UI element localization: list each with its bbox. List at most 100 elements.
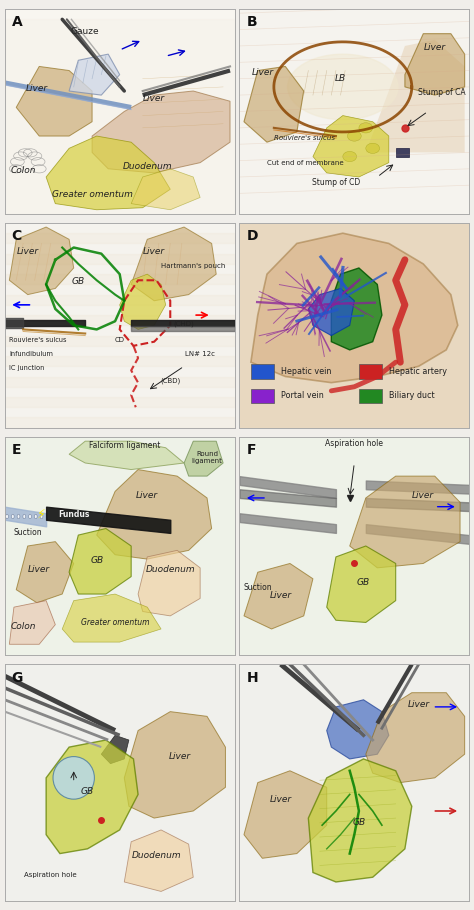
Polygon shape — [124, 830, 193, 892]
Polygon shape — [313, 116, 389, 177]
Text: GB: GB — [357, 579, 370, 587]
Text: Liver: Liver — [28, 565, 50, 574]
Circle shape — [53, 756, 94, 799]
Text: GB: GB — [90, 557, 103, 565]
Text: GB: GB — [352, 818, 365, 827]
Text: Liver: Liver — [270, 794, 292, 804]
Polygon shape — [288, 55, 398, 119]
Text: Liver: Liver — [26, 84, 48, 93]
Text: C: C — [12, 229, 22, 243]
Text: Greater omentum: Greater omentum — [52, 190, 133, 199]
Polygon shape — [244, 66, 304, 142]
Polygon shape — [9, 228, 73, 295]
Text: Falciform ligament: Falciform ligament — [89, 440, 160, 450]
Text: H: H — [246, 672, 258, 685]
Text: F: F — [246, 443, 256, 458]
Text: Liver: Liver — [424, 43, 446, 52]
Text: Liver: Liver — [143, 95, 165, 103]
Text: CD: CD — [115, 337, 125, 343]
Text: GB: GB — [81, 787, 94, 796]
Text: Duodenum: Duodenum — [122, 162, 172, 171]
Text: Colon: Colon — [10, 166, 36, 175]
Text: Cut end of membrane: Cut end of membrane — [267, 160, 344, 166]
Text: ⚡: ⚡ — [37, 508, 46, 521]
Text: Hartmann's pouch: Hartmann's pouch — [161, 263, 226, 269]
Text: Liver: Liver — [412, 491, 434, 500]
Text: Hepatic artery: Hepatic artery — [389, 367, 447, 376]
Text: Liver: Liver — [168, 752, 191, 761]
Polygon shape — [124, 712, 226, 818]
Polygon shape — [101, 735, 129, 763]
Ellipse shape — [35, 514, 37, 519]
Text: GB: GB — [72, 278, 85, 287]
Polygon shape — [327, 546, 396, 622]
Text: Aspiration hole: Aspiration hole — [325, 439, 383, 448]
Polygon shape — [131, 228, 216, 300]
Text: Liver: Liver — [17, 247, 39, 256]
Polygon shape — [138, 551, 200, 616]
Text: Liver: Liver — [143, 247, 165, 256]
Text: Colon: Colon — [10, 622, 36, 631]
Bar — [251, 364, 274, 379]
Text: Rouviere's sulcus: Rouviere's sulcus — [274, 136, 335, 141]
Polygon shape — [405, 34, 465, 96]
Text: Biliary duct: Biliary duct — [389, 391, 435, 400]
Ellipse shape — [359, 123, 373, 133]
Polygon shape — [16, 66, 92, 136]
Text: Liver: Liver — [251, 67, 273, 76]
Text: Stump of CA: Stump of CA — [418, 88, 465, 97]
Text: B: B — [246, 15, 257, 29]
Text: (CHD): (CHD) — [173, 320, 194, 327]
Polygon shape — [9, 601, 55, 644]
Polygon shape — [62, 594, 161, 642]
Text: IC junction: IC junction — [9, 366, 45, 371]
Text: Duodenum: Duodenum — [132, 852, 181, 860]
Polygon shape — [350, 476, 460, 568]
Text: Fundus: Fundus — [58, 510, 90, 519]
Ellipse shape — [347, 131, 361, 141]
Ellipse shape — [23, 514, 26, 519]
Text: Greater omentum: Greater omentum — [81, 618, 149, 627]
Ellipse shape — [6, 514, 9, 519]
Text: Rouviere's sulcus: Rouviere's sulcus — [9, 337, 67, 343]
Polygon shape — [308, 288, 354, 336]
Text: D: D — [246, 229, 258, 243]
Polygon shape — [46, 740, 138, 854]
Ellipse shape — [366, 143, 380, 154]
Text: (CBD): (CBD) — [160, 378, 181, 384]
Bar — [359, 389, 382, 403]
Text: Liver: Liver — [136, 491, 158, 500]
Bar — [396, 148, 410, 157]
Polygon shape — [366, 693, 465, 783]
Text: Liver: Liver — [270, 592, 292, 601]
Text: LN# 12c: LN# 12c — [185, 351, 215, 357]
Text: E: E — [12, 443, 21, 458]
Polygon shape — [331, 268, 382, 349]
Text: Aspiration hole: Aspiration hole — [24, 873, 77, 878]
Text: Round
ligament: Round ligament — [191, 451, 222, 464]
Polygon shape — [97, 470, 211, 559]
Ellipse shape — [17, 514, 20, 519]
Text: Liver: Liver — [408, 700, 430, 709]
Polygon shape — [119, 274, 165, 329]
Polygon shape — [366, 40, 465, 153]
Polygon shape — [251, 233, 458, 382]
Text: Infundibulum: Infundibulum — [9, 351, 53, 357]
Polygon shape — [69, 529, 131, 594]
Polygon shape — [131, 169, 200, 210]
Text: Gauze: Gauze — [71, 26, 100, 35]
Text: Hepatic vein: Hepatic vein — [281, 367, 331, 376]
Text: Stump of CD: Stump of CD — [312, 178, 360, 187]
Bar — [359, 364, 382, 379]
Ellipse shape — [28, 514, 31, 519]
Text: Duodenum: Duodenum — [146, 565, 195, 574]
Polygon shape — [69, 441, 184, 470]
Text: LB: LB — [335, 74, 346, 83]
Ellipse shape — [11, 514, 14, 519]
Ellipse shape — [343, 151, 356, 162]
Text: Suction: Suction — [244, 582, 272, 592]
Polygon shape — [184, 441, 223, 476]
Polygon shape — [46, 136, 170, 210]
Ellipse shape — [40, 514, 43, 519]
Polygon shape — [327, 700, 389, 759]
